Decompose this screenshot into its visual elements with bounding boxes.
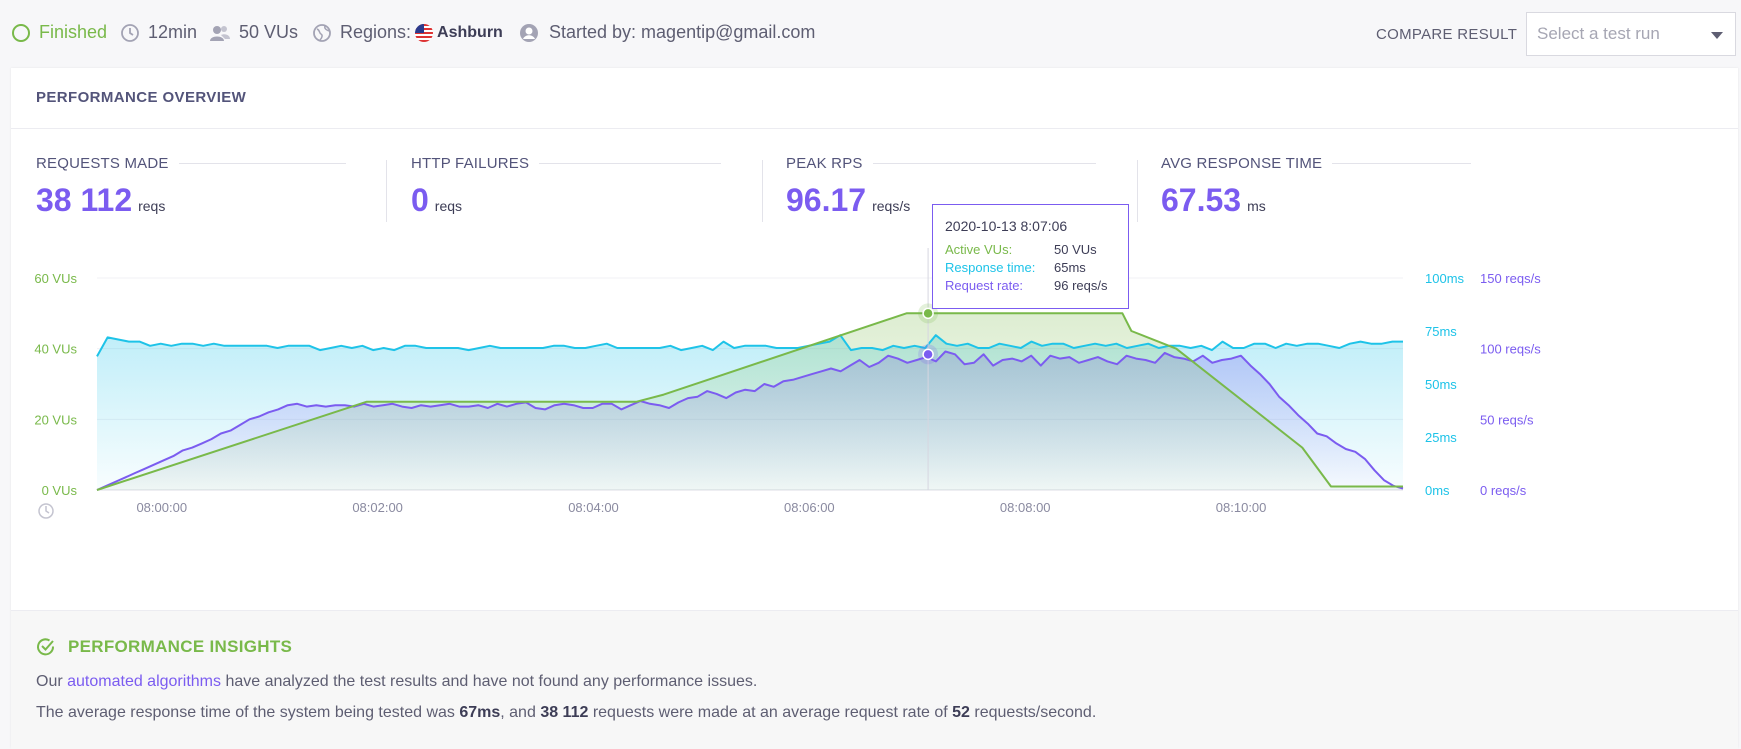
duration-text: 12min bbox=[148, 22, 198, 42]
y-left-tick-label: 40 VUs bbox=[34, 342, 77, 357]
regions-info: Regions: Ashburn bbox=[312, 22, 503, 43]
avg-rate-value: 52 bbox=[952, 704, 970, 721]
test-run-header: Finished 12min 50 VUs Regions: Ashburn S… bbox=[0, 0, 1741, 68]
request-rate-line bbox=[96, 350, 1404, 491]
vus-text: 50 VUs bbox=[239, 22, 299, 42]
started-by-info: Started by: magentip@gmail.com bbox=[519, 22, 815, 43]
insights-text: Our bbox=[36, 673, 63, 690]
regions-label: Regions: bbox=[340, 22, 412, 42]
avg-response-time-value: 67ms bbox=[459, 704, 501, 721]
active-vus-line bbox=[96, 312, 1403, 491]
response-time-line bbox=[96, 334, 1403, 357]
x-tick-label: 08:04:00 bbox=[568, 500, 619, 515]
x-tick-label: 08:10:00 bbox=[1216, 500, 1267, 515]
region-name: Ashburn bbox=[437, 23, 503, 41]
metric-value: 67.53 bbox=[1161, 182, 1242, 218]
y-right-ms-tick-label: 100ms bbox=[1425, 271, 1465, 286]
select-placeholder: Select a test run bbox=[1537, 24, 1660, 43]
started-by-text: Started by: magentip@gmail.com bbox=[549, 22, 816, 42]
tooltip-vus-value: 50 VUs bbox=[1054, 242, 1097, 257]
metric-unit: ms bbox=[1247, 198, 1266, 214]
insights-text: The average response time of the system … bbox=[36, 704, 455, 721]
insights-line-2: The average response time of the system … bbox=[36, 704, 1096, 722]
vus-info: 50 VUs bbox=[209, 22, 298, 43]
metric-value: 0 bbox=[411, 182, 429, 218]
metric-divider bbox=[386, 160, 387, 222]
tooltip-vus-label: Active VUs: bbox=[945, 242, 1013, 257]
insights-text: requests/second. bbox=[974, 704, 1097, 721]
metric-divider bbox=[762, 160, 763, 222]
metric-unit: reqs bbox=[434, 198, 463, 214]
compare-test-run-select[interactable]: Select a test run bbox=[1526, 12, 1736, 56]
chart-tooltip: 2020-10-13 8:07:06 Active VUs: 50 VUs Re… bbox=[932, 204, 1129, 309]
metric-requests-made: REQUESTS MADE 38 112 reqs bbox=[36, 155, 366, 219]
x-tick-label: 08:02:00 bbox=[352, 500, 403, 515]
insights-text: have analyzed the test results and have … bbox=[225, 673, 758, 690]
compare-result-label: COMPARE RESULT bbox=[1376, 26, 1518, 43]
x-tick-label: 08:06:00 bbox=[784, 500, 835, 515]
status-circle-icon bbox=[12, 23, 30, 42]
axis-clock-hand bbox=[45, 506, 50, 514]
insights-title-text: PERFORMANCE INSIGHTS bbox=[68, 637, 293, 656]
insights-title: PERFORMANCE INSIGHTS bbox=[36, 637, 292, 657]
metric-label: AVG RESPONSE TIME bbox=[1161, 155, 1323, 172]
user-avatar-icon bbox=[520, 23, 538, 42]
section-title: PERFORMANCE OVERVIEW bbox=[36, 89, 247, 106]
metric-unit: reqs bbox=[138, 198, 166, 214]
insights-text: , and bbox=[500, 704, 536, 721]
metric-avg-response-time: AVG RESPONSE TIME 67.53 ms bbox=[1161, 155, 1491, 219]
duration-info: 12min bbox=[120, 22, 197, 43]
insights-line-1: Our automated algorithms have analyzed t… bbox=[36, 673, 757, 691]
metric-peak-rps: PEAK RPS 96.17 reqs/s bbox=[786, 155, 1116, 219]
metric-http-failures: HTTP FAILURES 0 reqs bbox=[411, 155, 741, 219]
tooltip-rr-value: 96 reqs/s bbox=[1054, 278, 1108, 293]
y-right-ms-tick-label: 0ms bbox=[1425, 483, 1450, 498]
tooltip-rt-value: 65ms bbox=[1054, 260, 1086, 275]
metric-label: PEAK RPS bbox=[786, 155, 863, 172]
x-tick-label: 08:08:00 bbox=[1000, 500, 1051, 515]
card-header: PERFORMANCE OVERVIEW bbox=[11, 68, 1738, 129]
clock-icon bbox=[121, 23, 139, 42]
metric-divider bbox=[1137, 160, 1138, 222]
y-left-tick-label: 60 VUs bbox=[34, 271, 77, 286]
metric-value: 96.17 bbox=[786, 182, 867, 218]
tooltip-rr-label: Request rate: bbox=[945, 278, 1024, 293]
status-text: Finished bbox=[39, 22, 108, 42]
y-right-rps-tick-label: 150 reqs/s bbox=[1480, 271, 1541, 286]
x-tick-label: 08:00:00 bbox=[136, 500, 187, 515]
automated-algorithms-link[interactable]: automated algorithms bbox=[67, 673, 221, 690]
active-vus-area bbox=[97, 313, 1403, 490]
us-flag-icon bbox=[415, 23, 434, 42]
y-right-ms-tick-label: 75ms bbox=[1425, 324, 1457, 339]
hover-rate-point bbox=[922, 348, 934, 361]
globe-icon bbox=[313, 23, 331, 42]
metric-value: 38 112 bbox=[36, 182, 133, 218]
performance-overview-card: PERFORMANCE OVERVIEW REQUESTS MADE 38 11… bbox=[11, 68, 1738, 749]
performance-insights: PERFORMANCE INSIGHTS Our automated algor… bbox=[11, 610, 1738, 749]
requests-count-value: 38 112 bbox=[540, 704, 589, 721]
y-left-tick-label: 20 VUs bbox=[34, 412, 77, 427]
hover-vus-point bbox=[922, 307, 934, 320]
metric-label: HTTP FAILURES bbox=[411, 155, 530, 172]
insights-text: requests were made at an average request… bbox=[592, 704, 948, 721]
axis-clock-icon bbox=[38, 503, 54, 519]
y-right-rps-tick-label: 100 reqs/s bbox=[1480, 342, 1541, 357]
y-right-rps-tick-label: 50 reqs/s bbox=[1480, 412, 1534, 427]
y-right-rps-tick-label: 0 reqs/s bbox=[1480, 483, 1527, 498]
metric-unit: reqs/s bbox=[872, 198, 911, 214]
status-indicator: Finished bbox=[11, 22, 107, 43]
chevron-down-icon bbox=[1711, 32, 1723, 39]
users-icon bbox=[210, 25, 230, 41]
tooltip-time: 2020-10-13 8:07:06 bbox=[945, 218, 1068, 234]
y-right-ms-tick-label: 25ms bbox=[1425, 430, 1457, 445]
check-circle-icon bbox=[37, 638, 55, 656]
y-right-ms-tick-label: 50ms bbox=[1425, 377, 1457, 392]
y-left-tick-label: 0 VUs bbox=[42, 483, 78, 498]
tooltip-rt-label: Response time: bbox=[945, 260, 1036, 275]
metric-label: REQUESTS MADE bbox=[36, 155, 169, 172]
